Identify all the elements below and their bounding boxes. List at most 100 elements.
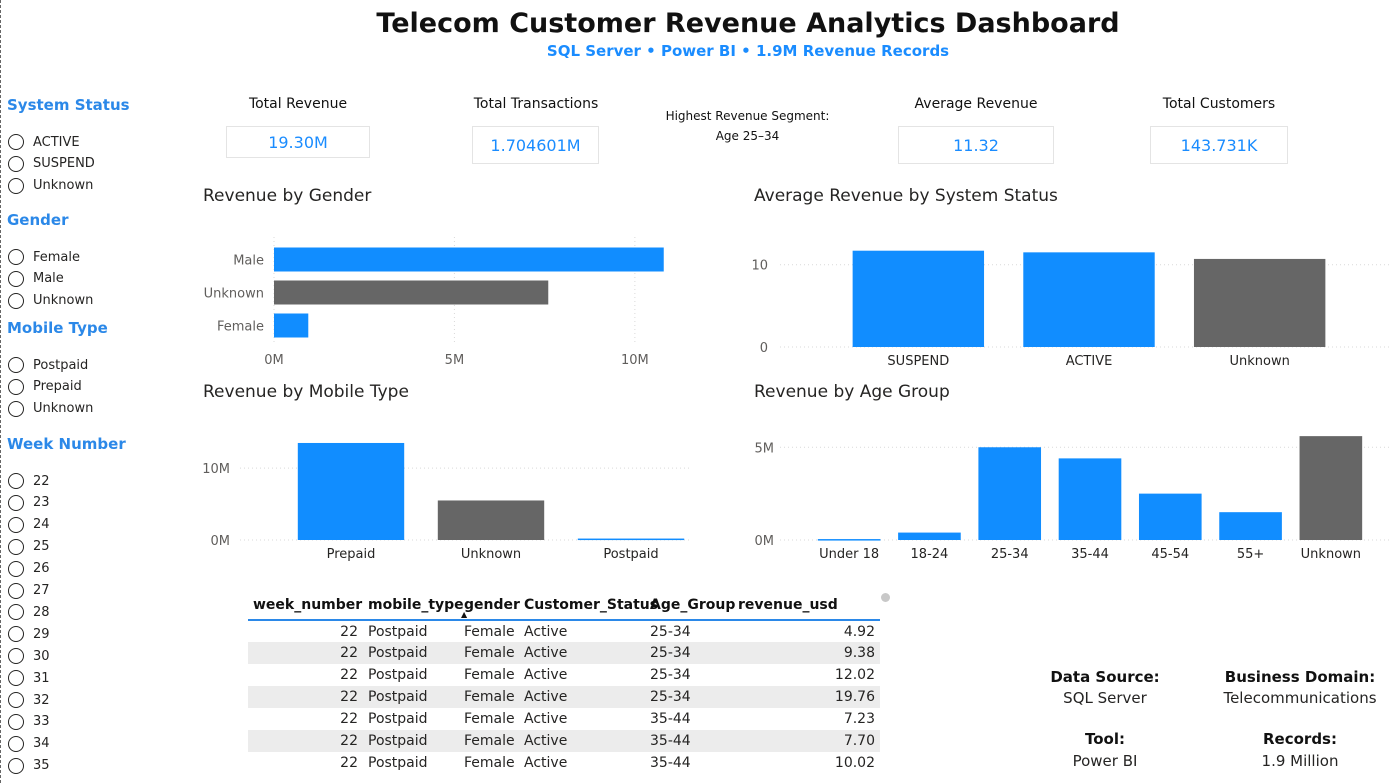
radio-icon[interactable] <box>8 292 24 309</box>
slicer-option-system-status-suspend[interactable]: SUSPEND <box>8 154 95 174</box>
avg-revenue-by-status-chart[interactable]: 0 10 SUSPEND ACTIVE Unknown <box>740 240 1395 375</box>
bar-35-44[interactable] <box>1058 458 1122 540</box>
bar-18-24[interactable] <box>898 532 961 540</box>
kpi-total-revenue-card[interactable]: 19.30M <box>226 126 370 158</box>
table-row[interactable]: 22 Postpaid Female Active 35-44 7.70 <box>248 730 880 752</box>
y-tick-label: 10 <box>751 259 768 274</box>
slicer-option-label: 24 <box>33 517 50 533</box>
info-tool-value: Power BI <box>1072 752 1138 770</box>
sort-ascending-icon[interactable]: ▲ <box>461 610 468 619</box>
kpi-total-transactions-card[interactable]: 1.704601M <box>472 126 599 164</box>
slicer-option-week-number-28[interactable]: 28 <box>8 602 50 622</box>
revenue-detail-table[interactable]: week_number mobile_type gender ▲ Customer_St… <box>248 590 880 774</box>
revenue-by-gender-chart[interactable]: 0M 5M 10M Male Unknown Female <box>200 215 700 375</box>
bar-under-18[interactable] <box>817 539 881 541</box>
radio-icon[interactable] <box>8 670 24 687</box>
slicer-option-week-number-23[interactable]: 23 <box>8 493 50 513</box>
radio-icon[interactable] <box>8 626 24 643</box>
radio-icon[interactable] <box>8 604 24 621</box>
table-row[interactable]: 22 Postpaid Female Active 25-34 19.76 <box>248 686 880 708</box>
bar-unknown[interactable] <box>437 500 545 540</box>
radio-icon[interactable] <box>8 538 24 555</box>
radio-icon[interactable] <box>8 713 24 730</box>
slicer-option-week-number-24[interactable]: 24 <box>8 515 50 535</box>
slicer-option-week-number-32[interactable]: 32 <box>8 690 50 710</box>
column-header-age-group[interactable]: Age_Group <box>645 590 735 621</box>
radio-icon[interactable] <box>8 155 24 172</box>
bar-female[interactable] <box>274 313 309 338</box>
radio-icon[interactable] <box>8 582 24 599</box>
slicer-option-mobile-type-prepaid[interactable]: Prepaid <box>8 377 82 397</box>
slicer-option-label: 31 <box>33 670 50 686</box>
bar-prepaid[interactable] <box>297 442 405 540</box>
table-cell-customer-status: Active <box>524 667 568 683</box>
bar-postpaid[interactable] <box>577 538 685 541</box>
bar-unknown[interactable] <box>1299 436 1363 540</box>
column-header-mobile-type[interactable]: mobile_type <box>363 590 464 621</box>
bar-45-54[interactable] <box>1138 493 1202 540</box>
radio-icon[interactable] <box>8 270 24 287</box>
radio-icon[interactable] <box>8 494 24 511</box>
kpi-total-customers-card[interactable]: 143.731K <box>1150 126 1288 164</box>
table-cell-week-number: 22 <box>248 642 363 664</box>
kpi-average-revenue-label: Average Revenue <box>914 96 1038 112</box>
table-scrollbar-handle[interactable] <box>881 593 890 602</box>
table-cell-week-number: 22 <box>248 730 363 752</box>
column-header-revenue-usd[interactable]: revenue_usd <box>733 590 880 621</box>
column-header-customer-status[interactable]: Customer_Status <box>519 590 658 621</box>
column-header-gender[interactable]: gender ▲ <box>459 590 520 621</box>
slicer-option-week-number-26[interactable]: 26 <box>8 559 50 579</box>
radio-icon[interactable] <box>8 516 24 533</box>
radio-icon[interactable] <box>8 378 24 395</box>
slicer-option-week-number-29[interactable]: 29 <box>8 624 50 644</box>
bar-male[interactable] <box>274 247 664 272</box>
table-row[interactable]: 22 Postpaid Female Active 25-34 9.38 <box>248 642 880 664</box>
radio-icon[interactable] <box>8 473 24 489</box>
bar-active[interactable] <box>1023 252 1155 347</box>
bar-unknown[interactable] <box>274 280 549 305</box>
slicer-option-week-number-25[interactable]: 25 <box>8 537 50 557</box>
slicer-option-label: Prepaid <box>33 379 82 395</box>
radio-icon[interactable] <box>8 692 24 708</box>
slicer-option-week-number-27[interactable]: 27 <box>8 581 50 601</box>
radio-icon[interactable] <box>8 134 24 150</box>
slicer-option-week-number-34[interactable]: 34 <box>8 734 50 754</box>
radio-icon[interactable] <box>8 357 24 373</box>
slicer-option-week-number-22[interactable]: 22 <box>8 471 50 491</box>
bar-unknown[interactable] <box>1193 258 1326 347</box>
radio-icon[interactable] <box>8 735 24 752</box>
slicer-option-week-number-30[interactable]: 30 <box>8 646 50 666</box>
table-row[interactable]: 22 Postpaid Female Active 35-44 7.23 <box>248 708 880 730</box>
table-cell-age-group: 35-44 <box>650 711 691 727</box>
column-header-week-number[interactable]: week_number <box>248 590 363 621</box>
table-row[interactable]: 22 Postpaid Female Active 25-34 12.02 <box>248 664 880 686</box>
radio-icon[interactable] <box>8 249 24 265</box>
bar-55-[interactable] <box>1219 512 1282 540</box>
table-row[interactable]: 22 Postpaid Female Active 25-34 4.92 <box>248 620 880 642</box>
revenue-by-age-group-chart[interactable]: 0M 5M Under 18 18-24 25-34 35-44 45-54 55+ Unkno… <box>740 425 1395 570</box>
slicer-option-week-number-31[interactable]: 31 <box>8 668 50 688</box>
radio-icon[interactable] <box>8 648 24 665</box>
slicer-option-mobile-type-unknown[interactable]: Unknown <box>8 399 93 419</box>
slicer-option-week-number-33[interactable]: 33 <box>8 712 50 732</box>
table-cell-age-group: 25-34 <box>650 623 691 640</box>
slicer-option-system-status-active[interactable]: ACTIVE <box>8 132 80 152</box>
bar-25-34[interactable] <box>978 447 1042 540</box>
bar-suspend[interactable] <box>852 250 985 347</box>
revenue-by-mobile-type-chart[interactable]: 0M 10M Prepaid Unknown Postpaid <box>195 425 695 570</box>
slicer-option-gender-male[interactable]: Male <box>8 269 64 289</box>
radio-icon[interactable] <box>8 757 24 774</box>
slicer-option-system-status-unknown[interactable]: Unknown <box>8 176 93 196</box>
slicer-option-gender-unknown[interactable]: Unknown <box>8 291 93 311</box>
radio-icon[interactable] <box>8 560 24 577</box>
slicer-option-gender-female[interactable]: Female <box>8 247 80 267</box>
table-row[interactable]: 22 Postpaid Female Active 35-44 10.02 <box>248 752 880 774</box>
radio-icon[interactable] <box>8 400 24 417</box>
info-business-domain-value: Telecommunications <box>1223 689 1377 707</box>
radio-icon[interactable] <box>8 177 24 194</box>
slicer-option-mobile-type-postpaid[interactable]: Postpaid <box>8 355 88 375</box>
chart-title-revenue-by-age-group: Revenue by Age Group <box>754 382 950 402</box>
slicer-option-week-number-35[interactable]: 35 <box>8 756 50 776</box>
kpi-average-revenue-card[interactable]: 11.32 <box>898 126 1054 164</box>
table-cell-mobile-type: Postpaid <box>363 642 459 664</box>
